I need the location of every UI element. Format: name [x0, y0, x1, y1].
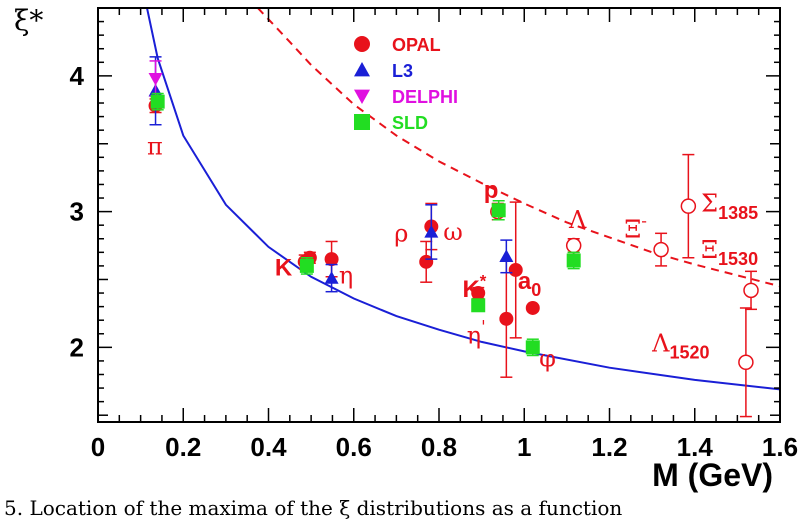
data-points [148, 56, 759, 418]
particle-label: π [147, 133, 163, 161]
y-tick-label: 2 [70, 332, 84, 362]
legend-entry: DELPHI [354, 87, 458, 107]
marker-square [471, 298, 486, 313]
marker-circle [525, 300, 540, 315]
data-point [738, 307, 754, 418]
data-point [424, 204, 439, 260]
marker-square [354, 114, 370, 130]
data-point [491, 199, 506, 221]
legend: OPAL L3 DELPHI SLD [354, 35, 458, 133]
particle-label: a0 [518, 268, 541, 300]
y-tick-label: 3 [70, 197, 84, 227]
x-tick-label: 1.6 [762, 432, 798, 462]
x-tick-label: 1.2 [591, 432, 627, 462]
marker-open-circle [653, 241, 669, 258]
data-point [743, 270, 759, 311]
data-point [150, 92, 165, 111]
particle-label: Σ1385 [701, 190, 758, 223]
data-point [324, 263, 339, 293]
y-axis-label: ξ* [14, 4, 43, 37]
x-tick-label: 0.4 [250, 432, 287, 462]
x-tick-label: 1.4 [677, 432, 714, 462]
particle-label: p [484, 177, 499, 204]
marker-open-circle [738, 354, 754, 371]
marker-triangle-up [499, 249, 514, 262]
figure-caption: 5. Location of the maxima of the ξ distr… [4, 496, 623, 520]
data-point [680, 153, 697, 259]
legend-entry: L3 [354, 61, 413, 81]
particle-label: K* [462, 271, 486, 303]
legend-label: SLD [392, 113, 428, 133]
data-point [419, 240, 434, 283]
legend-entry: SLD [354, 113, 428, 133]
solid-curve [146, 8, 780, 391]
marker-circle [354, 36, 370, 52]
data-point [653, 232, 669, 267]
marker-open-circle [680, 198, 697, 214]
marker-square [150, 94, 165, 109]
marker-triangle-up [324, 271, 339, 284]
legend-label: L3 [392, 61, 413, 81]
particle-label: Ξ1530 [701, 236, 758, 269]
marker-circle [471, 286, 486, 301]
data-point [525, 300, 540, 315]
particle-label: ρ [394, 219, 408, 247]
axes: 0 0.2 0.4 0.6 0.8 1 1.2 1.4 1.6 2 3 4 [70, 7, 798, 462]
marker-square [491, 203, 506, 218]
x-tick-label: 0.8 [421, 432, 457, 462]
marker-triangle-up [424, 224, 439, 238]
marker-square [525, 340, 540, 355]
data-point [499, 259, 514, 378]
data-point [471, 298, 486, 313]
particle-label: η [339, 262, 353, 290]
marker-square [299, 258, 314, 273]
marker-open-circle [743, 282, 759, 299]
marker-triangle-down [148, 72, 163, 86]
data-point [471, 286, 486, 301]
marker-square [566, 253, 581, 268]
marker-circle [499, 311, 514, 326]
data-point [508, 201, 523, 339]
marker-circle [419, 254, 434, 269]
data-point [525, 338, 540, 357]
legend-entry: OPAL [354, 35, 441, 55]
particle-label: φ [539, 344, 556, 372]
x-tick-label: 0.6 [336, 432, 372, 462]
x-tick-label: 0.2 [165, 432, 201, 462]
marker-circle [324, 252, 339, 267]
data-point [566, 251, 581, 270]
legend-label: OPAL [392, 35, 441, 55]
model-curves [146, 8, 780, 391]
data-point [499, 239, 514, 274]
x-tick-label: 1 [517, 432, 531, 462]
data-point [299, 257, 314, 275]
marker-circle [508, 262, 523, 277]
particle-label: Λ1520 [651, 329, 709, 362]
particle-label: Λ [568, 206, 587, 234]
particle-label: Ξ- [624, 211, 647, 244]
particle-label: ω [443, 218, 463, 246]
dashed-curve [257, 8, 780, 288]
marker-triangle-down [354, 89, 370, 104]
x-axis-label: M (GeV) [652, 457, 773, 493]
marker-triangle-up [354, 62, 370, 77]
x-tick-label: 0 [91, 432, 105, 462]
particle-label: η' [467, 316, 486, 349]
particle-label: K [275, 254, 293, 281]
particle-labels: π K η ρ ωp K* a0 η' φ Λ Ξ- Σ1385 Ξ1530 Λ1520 [147, 133, 758, 373]
legend-label: DELPHI [392, 87, 458, 107]
marker-open-circle [565, 237, 582, 254]
y-tick-label: 4 [70, 61, 85, 91]
data-point [565, 237, 582, 254]
